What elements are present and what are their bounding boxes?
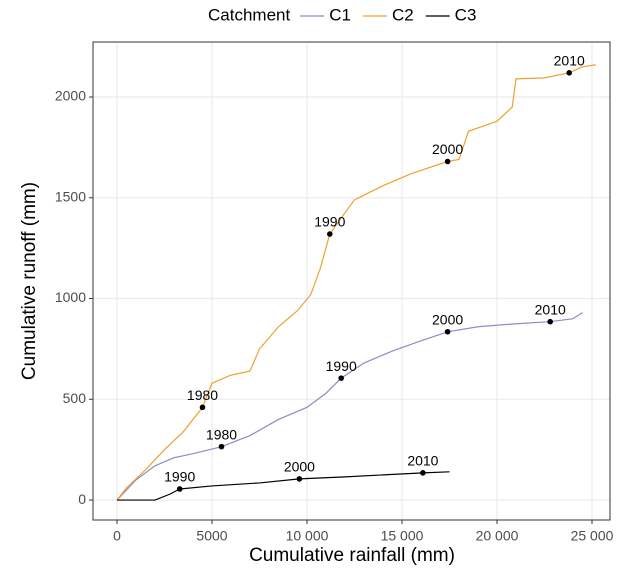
year-label: 2000 — [432, 311, 463, 327]
year-marker — [420, 470, 426, 476]
x-axis-title: Cumulative rainfall (mm) — [249, 545, 455, 566]
year-label: 1990 — [326, 358, 357, 374]
y-tick-label: 2000 — [55, 88, 86, 104]
year-marker — [296, 476, 303, 482]
legend-label: C3 — [455, 5, 477, 24]
year-marker — [566, 70, 573, 76]
x-tick-label: 15 000 — [381, 528, 424, 544]
year-label: 2010 — [554, 53, 585, 69]
x-tick-label: 5000 — [196, 528, 227, 544]
year-marker — [199, 404, 206, 411]
year-label: 1980 — [187, 387, 218, 403]
legend-label: C1 — [329, 5, 351, 24]
year-label: 2010 — [407, 453, 438, 469]
year-marker — [338, 375, 345, 381]
year-label: 1990 — [164, 469, 195, 485]
legend: Catchment C1 C2 C3 — [208, 5, 476, 24]
x-tick-label: 10 000 — [286, 528, 329, 544]
series-line — [116, 64, 596, 501]
year-marker — [444, 328, 451, 335]
x-tick-label: 20 000 — [476, 528, 519, 544]
year-label: 1980 — [206, 426, 237, 442]
year-marker — [218, 443, 225, 450]
year-label: 1990 — [314, 214, 345, 230]
y-tick-label: 1000 — [55, 289, 86, 305]
legend-label: C2 — [392, 5, 414, 24]
y-axis-title: Cumulative runoff (mm) — [19, 182, 40, 380]
year-marker — [547, 318, 554, 325]
series-line — [116, 312, 583, 501]
y-tick-label: 0 — [78, 491, 86, 507]
legend-title: Catchment — [208, 5, 290, 24]
year-label: 2010 — [535, 301, 566, 317]
year-marker — [327, 231, 333, 237]
y-tick-label: 500 — [63, 390, 87, 406]
series-line — [116, 471, 450, 501]
year-label: 2000 — [284, 459, 315, 475]
x-tick-label: 25 000 — [571, 528, 614, 544]
y-tick-label: 1500 — [55, 188, 86, 204]
plot-border — [92, 41, 611, 521]
year-marker — [176, 486, 183, 492]
year-marker — [444, 158, 451, 165]
year-label: 2000 — [432, 141, 463, 157]
x-tick-label: 0 — [113, 528, 121, 544]
